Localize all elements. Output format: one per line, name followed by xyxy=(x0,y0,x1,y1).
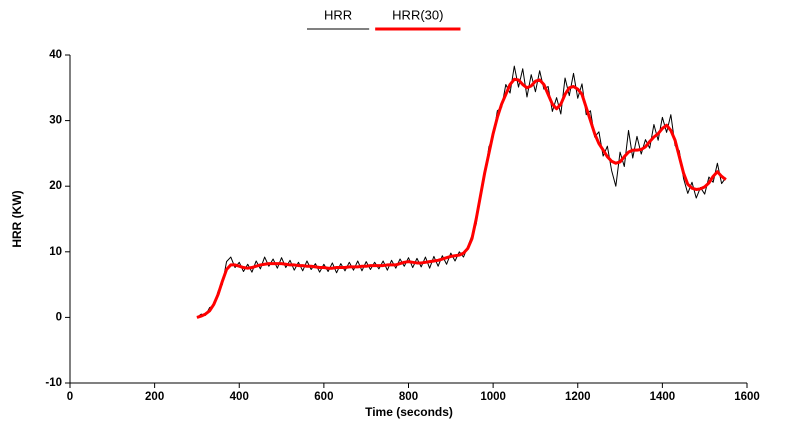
x-tick-label: 600 xyxy=(314,391,333,403)
series-line xyxy=(196,77,727,319)
x-tick-label: 800 xyxy=(399,391,418,403)
legend-label: HRR xyxy=(324,7,352,22)
y-tick-label: 20 xyxy=(49,180,62,192)
x-tick-label: 1000 xyxy=(480,391,506,403)
y-tick-label: 30 xyxy=(49,115,62,127)
x-axis-title: Time (seconds) xyxy=(365,405,453,419)
y-tick-label: 10 xyxy=(49,246,62,258)
y-tick-label: -10 xyxy=(45,377,62,389)
x-tick-label: 0 xyxy=(67,391,73,403)
y-tick-label: 40 xyxy=(49,49,62,61)
x-tick-label: 1400 xyxy=(650,391,676,403)
x-tick-label: 1200 xyxy=(565,391,591,403)
y-tick-label: 0 xyxy=(56,311,62,323)
series-line xyxy=(196,65,727,318)
legend-label: HRR(30) xyxy=(392,7,443,22)
x-tick-label: 200 xyxy=(145,391,164,403)
x-tick-label: 400 xyxy=(230,391,249,403)
x-tick-label: 1600 xyxy=(734,391,760,403)
y-axis-title: HRR (KW) xyxy=(10,190,24,247)
